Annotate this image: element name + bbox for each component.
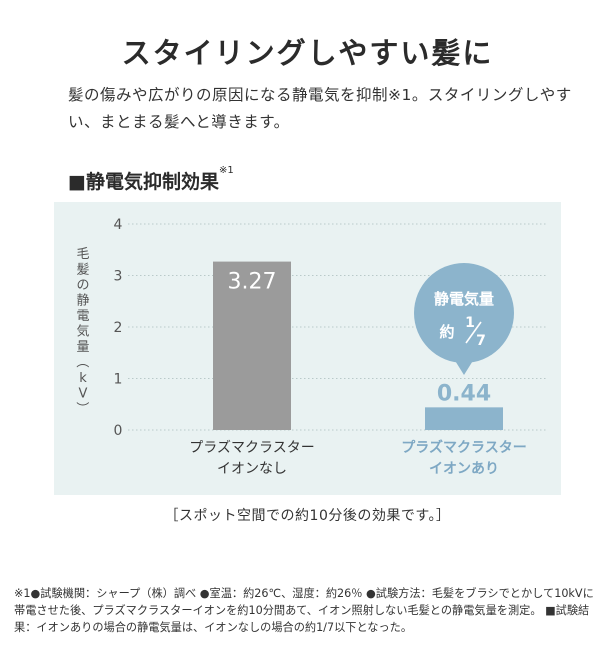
y-axis-label-char: k — [79, 371, 87, 386]
y-axis-label-char: （ — [74, 355, 89, 368]
y-tick-label: 3 — [114, 269, 123, 285]
bar-with-ion — [425, 407, 503, 430]
balloon-prefix: 約 — [439, 323, 454, 341]
bar-without-ion — [213, 261, 291, 430]
x-category-label: プラズマクラスター — [401, 439, 526, 456]
balloon-text: 静電気量 — [434, 290, 494, 308]
y-axis-label-char: 髪 — [76, 263, 89, 278]
y-axis-label-char: の — [76, 278, 89, 293]
bar-value-label: 3.27 — [228, 270, 277, 295]
fraction-denominator: 7 — [476, 333, 486, 349]
y-axis-label-char: 電 — [76, 309, 89, 324]
balloon — [414, 263, 514, 363]
y-axis-label-char: 気 — [76, 324, 89, 340]
fraction-numerator: 1 — [465, 315, 475, 331]
y-axis-label-char: V — [79, 387, 88, 402]
page-title: スタイリングしやすい髪に — [121, 36, 494, 70]
y-tick-label: 0 — [114, 423, 123, 439]
footnote: ※1●試験機関：シャープ（株）調べ ●室温：約26℃、湿度：約26％ ●試験方法… — [14, 587, 594, 634]
section-heading: ■静電気抑制効果※1 — [68, 165, 234, 194]
y-axis-label-char: 毛 — [76, 247, 89, 262]
section-heading-text: 静電気抑制効果 — [85, 171, 219, 193]
y-tick-label: 1 — [114, 372, 123, 388]
y-axis-label-char: 静 — [76, 294, 89, 309]
section-note-mark: ※1 — [218, 165, 234, 176]
y-axis-label-char: ） — [74, 401, 89, 414]
lead-text: 髪の傷みや広がりの原因になる静電気を抑制※1。スタイリングしやすい、まとまる髪へ… — [68, 86, 572, 131]
y-tick-label: 4 — [114, 217, 123, 233]
x-category-label: プラズマクラスター — [189, 440, 314, 456]
chart-caption: ［スポット空間での約10分後の効果です。］ — [164, 508, 451, 524]
x-category-label: イオンなし — [217, 461, 287, 477]
y-axis-label-char: 量 — [76, 340, 89, 355]
fraction-slash — [465, 321, 482, 344]
x-category-label: イオンあり — [429, 461, 499, 477]
bar-value-label: 0.44 — [437, 381, 491, 406]
section-marker: ■ — [68, 171, 86, 193]
balloon-pointer — [454, 359, 474, 375]
y-tick-label: 2 — [114, 320, 123, 336]
